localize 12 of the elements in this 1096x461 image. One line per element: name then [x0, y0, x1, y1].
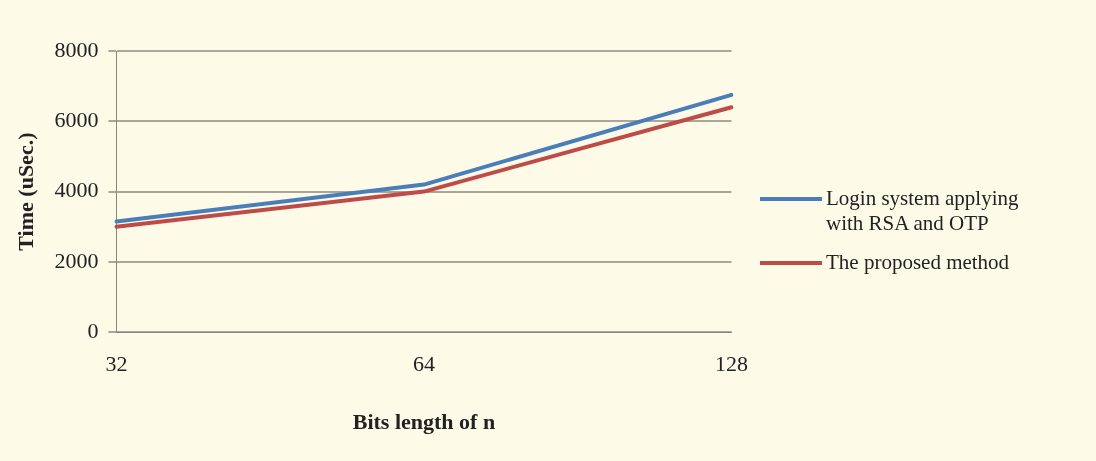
legend-label: The proposed method	[826, 250, 1010, 275]
x-tick-label: 64	[412, 350, 435, 376]
y-tick-label: 4000	[54, 176, 99, 202]
x-axis-title: Bits length of n	[352, 408, 496, 434]
y-axis-title: Time (uSec.)	[12, 132, 38, 251]
y-tick-label: 8000	[54, 36, 99, 62]
y-tick-label: 2000	[54, 247, 99, 273]
y-tick-label: 0	[87, 317, 99, 343]
x-tick-label: 128	[715, 350, 748, 376]
x-tick-label: 32	[105, 350, 128, 376]
y-tick-label: 6000	[54, 106, 99, 132]
legend-label: Login system applying with RSA and OTP	[826, 186, 1020, 236]
